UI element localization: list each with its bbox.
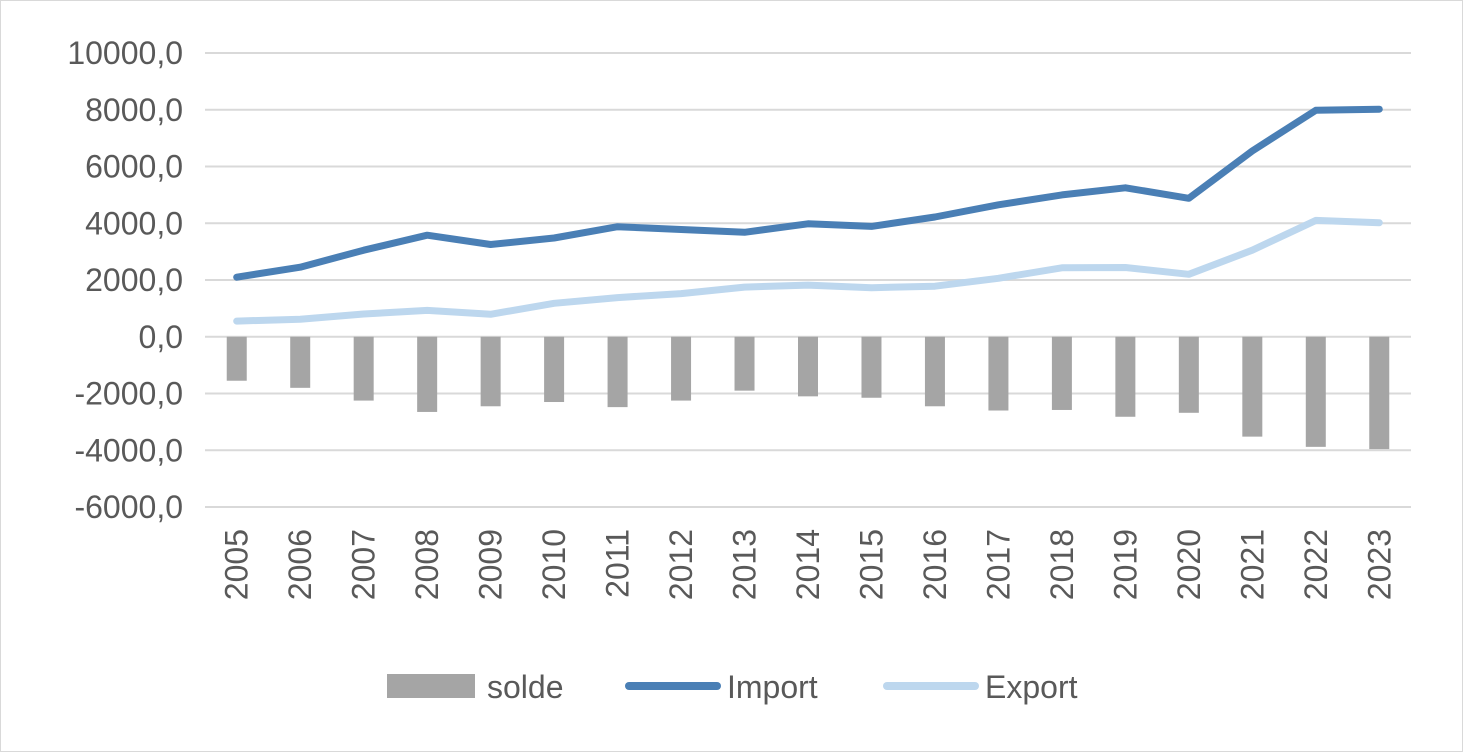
x-tick-label: 2010 [536, 529, 572, 600]
solde-bar [607, 336, 628, 408]
legend-item-export: Export [883, 669, 1078, 705]
solde-bar [353, 336, 374, 401]
x-tick-label: 2018 [1044, 529, 1080, 600]
x-tick-label: 2009 [473, 529, 509, 600]
solde-bar [734, 336, 755, 391]
legend: solde Import Export [387, 669, 1078, 705]
x-axis-tick-labels: 2005 2006 2007 2008 2009 2010 2011 2012 2013 2014… [219, 529, 1398, 600]
y-axis-tick-labels: 10000,0 8000,0 6000,0 4000,0 2000,0 0,0 -2000,… [67, 35, 183, 525]
legend-label: solde [487, 669, 564, 705]
export-line [233, 216, 1383, 325]
y-tick-label: 2000,0 [85, 262, 183, 298]
solde-bar [480, 336, 501, 407]
y-tick-label: 4000,0 [85, 205, 183, 241]
x-tick-label: 2013 [727, 529, 763, 600]
solde-bar [671, 336, 692, 401]
legend-item-solde: solde [387, 669, 564, 705]
solde-bar [544, 336, 565, 403]
y-tick-label: 6000,0 [85, 149, 183, 185]
x-tick-label: 2012 [663, 529, 699, 600]
y-tick-label: 0,0 [139, 319, 183, 355]
legend-label: Export [985, 669, 1078, 705]
solde-bar [1178, 336, 1199, 413]
solde-bar [1242, 336, 1263, 437]
import-line [233, 105, 1383, 281]
x-tick-label: 2019 [1107, 529, 1143, 600]
solde-bar [798, 336, 818, 397]
x-tick-label: 2008 [409, 529, 445, 600]
x-tick-label: 2023 [1361, 529, 1397, 600]
solde-bars [226, 336, 1390, 450]
x-tick-label: 2021 [1234, 529, 1270, 600]
x-tick-label: 2005 [219, 529, 255, 600]
x-tick-label: 2014 [790, 529, 826, 600]
solde-bar [988, 336, 1009, 411]
solde-bar [861, 336, 882, 398]
x-tick-label: 2020 [1171, 529, 1207, 600]
solde-bar [226, 336, 247, 381]
x-tick-label: 2022 [1298, 529, 1334, 600]
y-tick-label: 10000,0 [67, 35, 183, 71]
gridlines [205, 52, 1411, 508]
x-tick-label: 2017 [980, 529, 1016, 600]
legend-item-import: Import [625, 669, 818, 705]
solde-bar [290, 336, 311, 388]
y-tick-label: -2000,0 [74, 376, 183, 412]
solde-bar [1369, 336, 1390, 450]
solde-bar [417, 336, 438, 412]
solde-bar [1051, 336, 1072, 410]
solde-bar [924, 336, 945, 407]
line-series [233, 105, 1383, 325]
legend-swatch [387, 674, 475, 698]
x-tick-label: 2015 [853, 529, 889, 600]
solde-bar [1305, 336, 1326, 447]
y-tick-label: -6000,0 [74, 489, 183, 525]
y-tick-label: -4000,0 [74, 432, 183, 468]
x-tick-label: 2007 [346, 529, 382, 600]
x-tick-label: 2016 [917, 529, 953, 600]
solde-bar [1115, 336, 1136, 417]
x-tick-label: 2006 [282, 529, 318, 600]
y-tick-label: 8000,0 [85, 92, 183, 128]
x-tick-label: 2011 [600, 529, 636, 598]
legend-label: Import [727, 669, 818, 705]
